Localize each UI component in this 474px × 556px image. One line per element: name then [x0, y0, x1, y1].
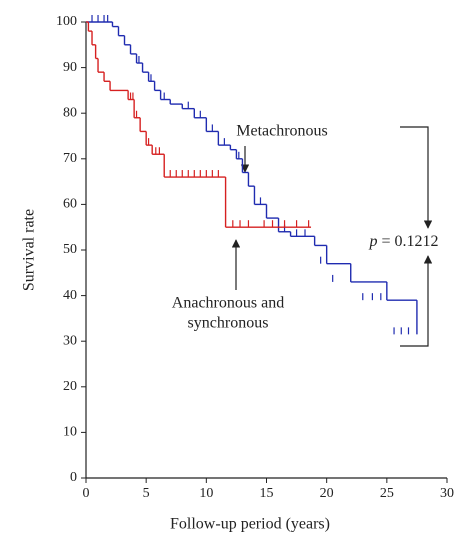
annotation: synchronous [188, 315, 269, 332]
y-tick-label: 40 [63, 288, 77, 303]
y-tick-label: 80 [63, 105, 77, 120]
x-tick-label: 10 [199, 486, 213, 501]
p-symbol: p [368, 233, 377, 250]
y-tick-label: 50 [63, 242, 77, 257]
y-tick-label: 30 [63, 333, 77, 348]
bracket [400, 126, 433, 229]
x-tick-label: 0 [83, 486, 90, 501]
y-tick-label: 0 [70, 470, 77, 485]
y-tick-label: 90 [63, 60, 77, 75]
y-tick-label: 70 [63, 151, 77, 166]
y-tick-label: 60 [63, 197, 77, 212]
x-tick-label: 15 [260, 486, 274, 501]
x-tick-label: 25 [380, 486, 394, 501]
y-tick-label: 100 [56, 14, 77, 29]
x-axis-label: Follow-up period (years) [170, 516, 330, 533]
p-value: p = 0.1212 [368, 233, 438, 250]
y-tick-label: 20 [63, 379, 77, 394]
x-tick-label: 5 [143, 486, 150, 501]
y-axis-label: Survival rate [21, 209, 38, 291]
x-tick-label: 30 [440, 486, 454, 501]
annotation: Anachronous and [172, 295, 284, 312]
bracket [400, 255, 433, 347]
annotation: Metachronous [236, 123, 328, 140]
y-tick-label: 10 [63, 425, 77, 440]
p-text: = 0.1212 [381, 233, 438, 250]
x-tick-label: 20 [320, 486, 334, 501]
